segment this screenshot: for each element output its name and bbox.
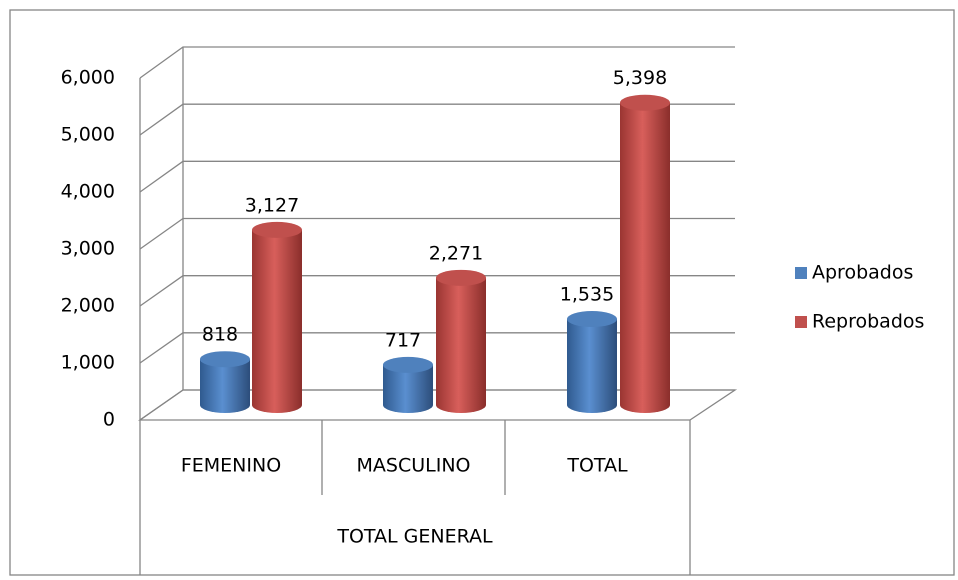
value-label: 5,398 (613, 67, 667, 89)
y-tick-label: 3,000 (61, 238, 115, 260)
x-tick-label: FEMENINO (181, 455, 281, 477)
grid-line (139, 103, 735, 136)
grid-line (139, 275, 735, 307)
cylinder (567, 319, 617, 413)
value-label: 1,535 (560, 284, 614, 306)
cylinder (620, 102, 670, 413)
cylinder-top (383, 356, 433, 373)
grid-line (139, 160, 735, 193)
x-tick-label: TOTAL (566, 455, 628, 477)
value-label: 818 (202, 324, 238, 346)
cylinder (252, 229, 302, 413)
y-tick-label: 1,000 (61, 352, 115, 374)
cylinder-top (252, 221, 302, 238)
cylinder (436, 277, 486, 413)
y-tick-label: 0 (103, 409, 115, 431)
group-label: TOTAL GENERAL (336, 526, 493, 548)
legend-swatch (795, 316, 807, 328)
legend-label: Reprobados (812, 311, 924, 333)
legend-label: Aprobados (812, 262, 913, 284)
value-label: 3,127 (245, 194, 299, 216)
grid-line (139, 332, 735, 364)
y-tick-label: 5,000 (61, 124, 115, 146)
y-tick-label: 4,000 (61, 181, 115, 203)
value-label: 717 (385, 329, 421, 351)
cylinder (200, 359, 250, 413)
x-tick-label: MASCULINO (357, 455, 471, 477)
cylinder (383, 364, 433, 413)
grid-line (139, 46, 735, 79)
y-tick-label: 2,000 (61, 295, 115, 317)
cylinder-top (200, 351, 250, 368)
grid-line (139, 217, 735, 250)
y-tick-label: 6,000 (61, 67, 115, 89)
cylinder-top (436, 269, 486, 286)
grid-line (139, 389, 735, 421)
value-label: 2,271 (429, 242, 483, 264)
chart-border (9, 9, 955, 576)
cylinder-top (620, 94, 670, 111)
cylinder-top (567, 311, 617, 328)
legend-swatch (795, 267, 807, 279)
